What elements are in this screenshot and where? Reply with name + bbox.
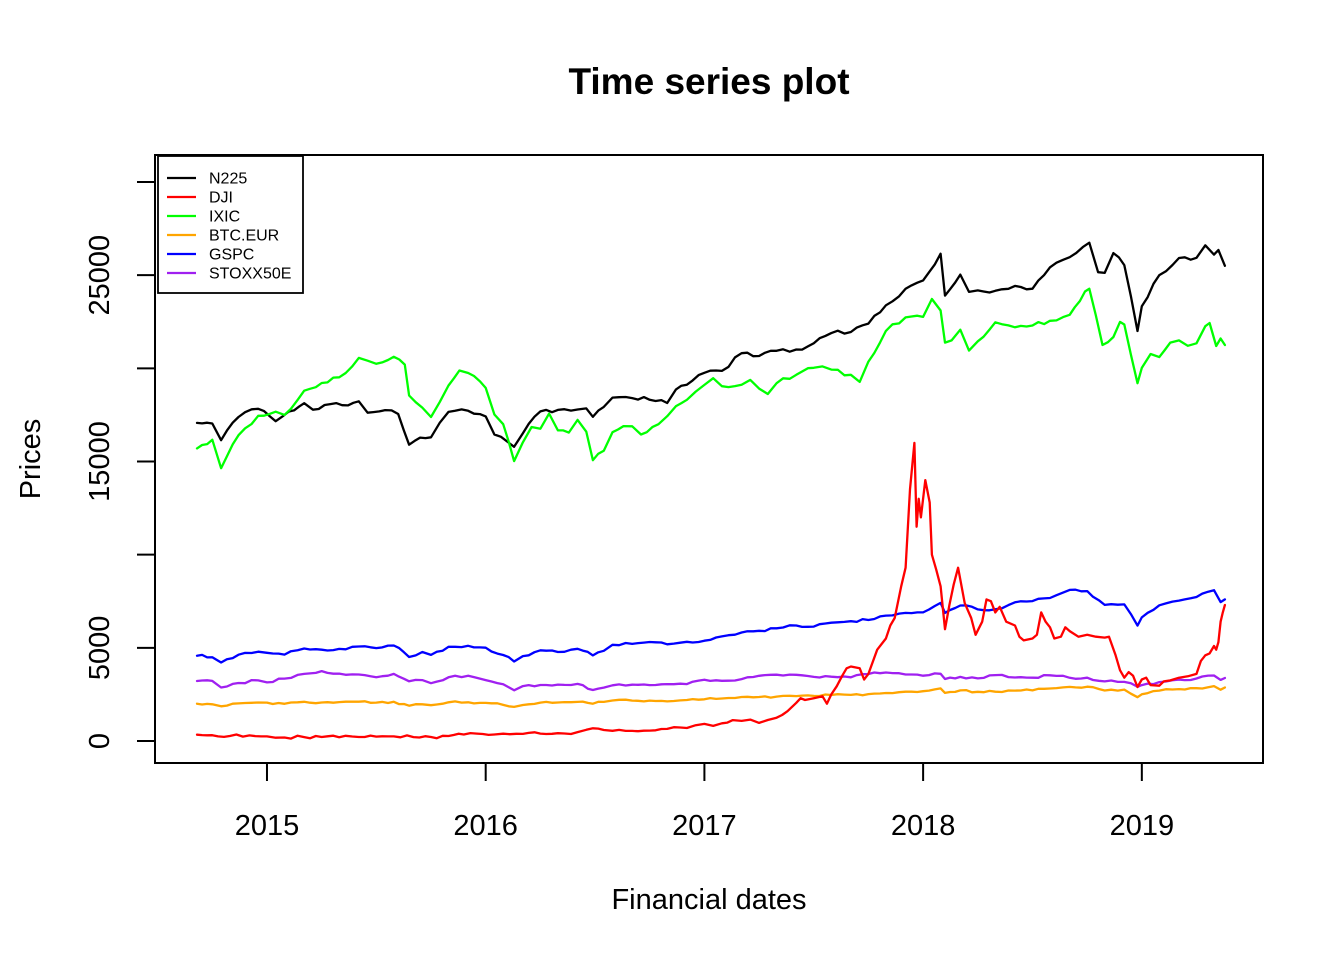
series-line-n225 [195, 241, 1227, 448]
y-tick-label-25000: 25000 [84, 235, 116, 316]
series-lines [195, 241, 1227, 740]
y-tick-label-15000: 15000 [84, 421, 116, 502]
legend-label-n225: N225 [209, 171, 247, 188]
legend-label-ixic: IXIC [209, 209, 240, 226]
series-line-gspc [195, 588, 1227, 664]
legend: N225 DJI IXIC BTC.EUR GSPC STOXX50E [157, 155, 304, 294]
y-axis-label: Prices [15, 419, 47, 500]
series-line-btc-eur [195, 684, 1227, 709]
legend-label-gspc: GSPC [209, 247, 254, 264]
x-tick-label-2018: 2018 [891, 810, 956, 842]
series-line-stoxx50e [195, 669, 1227, 692]
plot-generated-content: 2015 2016 2017 2018 2019 0 5000 15000 25000 N225 D… [84, 154, 1264, 842]
x-axis-label: Financial dates [611, 884, 806, 916]
series-line-ixic [195, 287, 1227, 470]
chart-title: Time series plot [568, 61, 849, 102]
y-tick-label-0: 0 [84, 733, 116, 749]
x-tick-label-2017: 2017 [672, 810, 737, 842]
legend-label-dji: DJI [209, 190, 233, 207]
y-tick-label-5000: 5000 [84, 616, 116, 681]
x-tick-label-2019: 2019 [1110, 810, 1175, 842]
x-tick-label-2016: 2016 [453, 810, 518, 842]
x-tick-label-2015: 2015 [235, 810, 300, 842]
legend-label-btc-eur: BTC.EUR [209, 228, 279, 245]
plot-border [154, 154, 1264, 764]
legend-label-stoxx50e: STOXX50E [209, 266, 291, 283]
series-line-dji [195, 441, 1227, 740]
